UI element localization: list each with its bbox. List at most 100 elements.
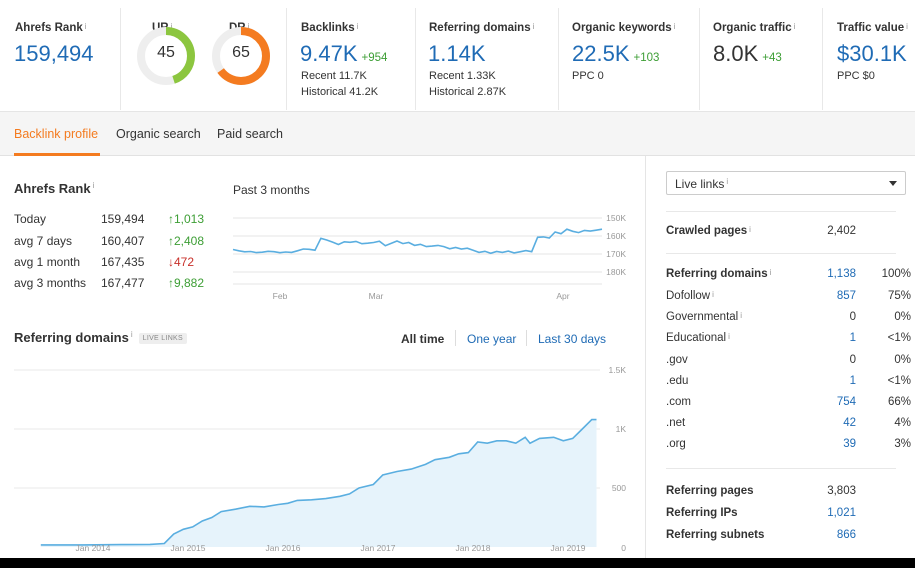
active-tab-indicator (14, 153, 100, 156)
dr-gauge (212, 27, 270, 85)
info-icon[interactable]: i (712, 290, 714, 299)
breakdown-label: Educational i (666, 332, 730, 345)
divider (666, 253, 896, 254)
breakdown-label: Dofollow i (666, 290, 714, 302)
y-tick-label: 160K (606, 231, 626, 241)
rank-row-value: 159,494 (101, 212, 145, 226)
info-icon[interactable]: i (247, 22, 250, 31)
info-icon[interactable]: i (793, 22, 796, 31)
info-icon[interactable]: i (749, 225, 751, 234)
breakdown-value: 0 (849, 311, 856, 324)
referring-domains-metric: Referring domains i 1.14K Recent 1.33K Hi… (415, 8, 558, 110)
info-icon[interactable]: i (532, 22, 535, 31)
traffic-value-value[interactable]: $30.1K (837, 41, 907, 66)
breakdown-value[interactable]: 754 (836, 396, 856, 408)
crawled-pages-row: Crawled pages i 2,402 (666, 225, 911, 241)
breakdown-label: .org (666, 438, 686, 451)
x-tick-label: Mar (369, 291, 384, 301)
tab-backlink-profile[interactable]: Backlink profile (14, 127, 99, 141)
breakdown-pct: 75% (887, 290, 911, 302)
info-icon[interactable]: i (170, 22, 173, 31)
filter-last-30-days[interactable]: Last 30 days (538, 332, 607, 346)
referring-domains-stat-pct: 100% (881, 268, 911, 280)
breakdown-row: Dofollow i 857 75% (666, 290, 911, 306)
organic-keywords-value[interactable]: 22.5K +103 (572, 41, 660, 66)
info-icon[interactable]: i (769, 268, 772, 277)
y-tick-label: 170K (606, 249, 626, 259)
x-tick-label: Jan 2014 (76, 543, 111, 553)
backlinks-historical: Historical 41.2K (301, 86, 379, 98)
backlinks-delta: +954 (361, 52, 388, 64)
rank-row-value: 167,435 (101, 255, 145, 269)
tab-organic-search[interactable]: Organic search (116, 127, 201, 141)
x-tick-label: Jan 2016 (266, 543, 301, 553)
breakdown-value[interactable]: 42 (843, 417, 856, 430)
breakdown-value[interactable]: 857 (836, 290, 856, 302)
referring-subnets-value[interactable]: 866 (836, 529, 856, 541)
rank-row-change: ↓472 (168, 255, 195, 269)
referring-domains-area (40, 419, 597, 547)
info-icon[interactable]: i (92, 181, 95, 190)
organic-traffic-metric: Organic traffic i 8.0K +43 (699, 8, 822, 110)
organic-traffic-value: 8.0K +43 (713, 41, 782, 66)
breakdown-pct: 3% (894, 438, 911, 451)
referring-domains-value[interactable]: 1.14K (428, 41, 486, 66)
breakdown-value[interactable]: 39 (843, 438, 856, 451)
ahrefs-rank-label: Ahrefs Rank i (15, 22, 87, 34)
info-icon[interactable]: i (673, 22, 676, 31)
crawled-pages-label: Crawled pages i (666, 225, 751, 237)
breakdown-label: Governmental i (666, 311, 743, 324)
referring-domains-row: Referring domains i 1,138 100% (666, 268, 911, 284)
filter-all-time[interactable]: All time (401, 332, 445, 346)
organic-keywords-ppc: PPC 0 (572, 70, 604, 82)
breakdown-row: .edu 1 <1% (666, 375, 911, 391)
filter-separator (526, 330, 527, 346)
referring-domains-stat-value[interactable]: 1,138 (827, 268, 856, 280)
metrics-bar: Ahrefs Rank i 159,494 UR i 45 DR i 65 Backl… (0, 0, 915, 112)
rating-gauges: UR i 45 DR i 65 (120, 8, 286, 110)
info-icon[interactable]: i (130, 330, 133, 339)
organic-traffic-label: Organic traffic i (713, 22, 796, 34)
breakdown-label: .edu (666, 374, 689, 387)
y-tick-label: 180K (606, 267, 626, 277)
y-tick-label: 150K (606, 213, 626, 223)
traffic-value-label: Traffic value i (837, 22, 908, 34)
breakdown-pct: 0% (894, 311, 911, 324)
info-icon[interactable]: i (906, 22, 908, 31)
referring-ips-value[interactable]: 1,021 (827, 507, 856, 519)
rank-row-change: ↑2,408 (168, 234, 205, 248)
filter-one-year[interactable]: One year (467, 332, 517, 346)
x-tick-label: Jan 2015 (171, 543, 206, 553)
ahrefs-rank-section-title: Ahrefs Rank i (14, 181, 95, 196)
traffic-value-ppc: PPC $0 (837, 70, 875, 82)
breakdown-value[interactable]: 1 (849, 374, 856, 387)
link-type-dropdown[interactable]: Live links i (666, 171, 906, 195)
chevron-down-icon (889, 181, 897, 186)
referring-pages-value: 3,803 (827, 485, 856, 497)
filter-separator (455, 330, 456, 346)
referring-domains-section-title: Referring domains i LIVE LINKS (14, 330, 187, 345)
x-tick-label: Jan 2017 (361, 543, 396, 553)
backlinks-recent: Recent 11.7K (301, 70, 367, 82)
breakdown-label: .com (666, 396, 691, 408)
backlinks-value[interactable]: 9.47K +954 (300, 41, 388, 66)
traffic-value-metric: Traffic value i $30.1K PPC $0 (822, 8, 915, 110)
tab-paid-search[interactable]: Paid search (217, 127, 284, 141)
breakdown-row: Governmental i 0 0% (666, 311, 911, 327)
ur-value: 45 (157, 44, 175, 61)
rank-row-change: ↑9,882 (168, 276, 205, 290)
info-icon[interactable]: i (84, 22, 87, 31)
breakdown-row: .net 42 4% (666, 417, 911, 433)
rank-row-label: avg 1 month (14, 255, 81, 269)
info-icon[interactable]: i (740, 311, 743, 321)
info-icon[interactable]: i (356, 22, 359, 31)
breakdown-row: .com 754 66% (666, 396, 911, 412)
organic-keywords-delta: +103 (633, 52, 660, 64)
breakdown-value[interactable]: 1 (849, 332, 856, 345)
divider (666, 211, 896, 212)
x-tick-label: Apr (556, 291, 569, 301)
breakdown-pct: 4% (894, 417, 911, 430)
x-tick-label: Jan 2019 (551, 543, 586, 553)
info-icon[interactable]: i (728, 332, 730, 342)
info-icon: i (726, 177, 729, 186)
